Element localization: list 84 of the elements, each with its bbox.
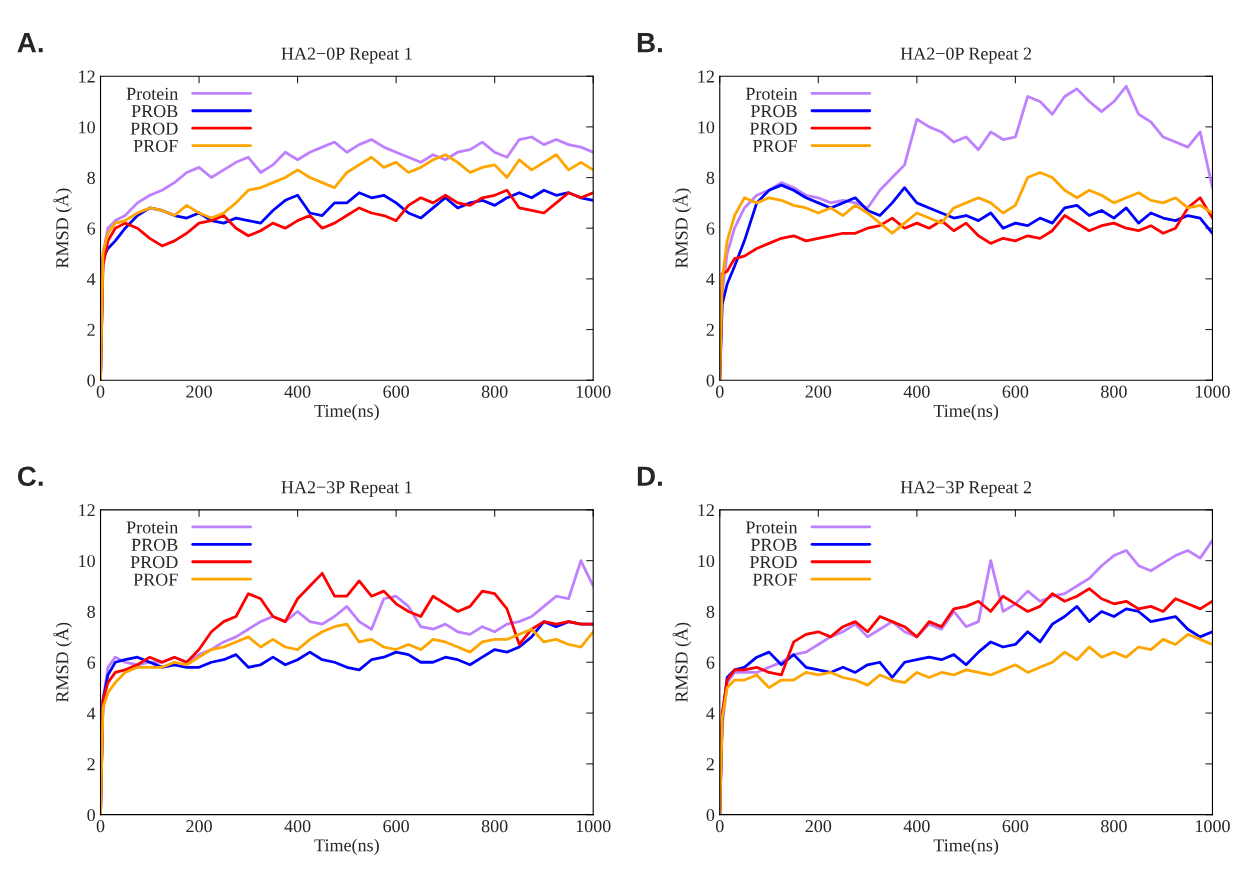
legend-label: Protein <box>126 87 179 100</box>
y-tick-label: 6 <box>87 222 96 235</box>
x-tick-label: 200 <box>186 820 212 833</box>
x-tick-label: 400 <box>903 820 930 833</box>
x-tick-label: 200 <box>805 820 832 833</box>
legend-label: PROB <box>131 105 178 118</box>
legend-label: PROB <box>750 105 797 118</box>
y-tick-label: 8 <box>87 171 95 184</box>
x-tick-label: 600 <box>383 820 409 833</box>
x-tick-label: 400 <box>284 820 311 833</box>
x-axis-title: Time(ns) <box>314 838 379 856</box>
x-tick-label: 0 <box>715 385 724 398</box>
legend-label: PROD <box>749 556 797 569</box>
y-tick-label: 10 <box>79 554 95 568</box>
y-tick-label: 2 <box>87 758 95 771</box>
text: C. <box>17 466 43 487</box>
y-tick-label: 0 <box>87 374 95 387</box>
x-axis-title: Time(ns) <box>314 404 379 421</box>
x-tick-label: 800 <box>1101 385 1127 398</box>
text: D. <box>637 466 662 486</box>
chart-title: HA2−3P Repeat 1 <box>281 481 412 498</box>
y-tick-label: 8 <box>706 171 715 184</box>
x-axis-title: Time(ns) <box>933 838 999 856</box>
x-tick-label: 0 <box>715 820 724 833</box>
y-axis-title: RMSD (Å) <box>672 622 692 703</box>
legend-label: Protein <box>745 521 798 534</box>
y-tick-label: 12 <box>79 504 95 517</box>
x-tick-label: 0 <box>96 820 105 833</box>
x-tick-label: 1000 <box>1195 385 1230 398</box>
y-tick-label: 12 <box>79 70 95 83</box>
y-tick-label: 2 <box>87 323 95 336</box>
x-tick-label: 600 <box>383 385 409 398</box>
text: A. <box>17 33 43 53</box>
y-tick-label: 4 <box>86 273 96 286</box>
y-tick-label: 4 <box>706 707 715 720</box>
y-tick-label: 6 <box>706 656 715 669</box>
x-tick-label: 200 <box>186 385 212 398</box>
x-tick-label: 400 <box>903 385 930 398</box>
x-tick-label: 1000 <box>576 820 611 833</box>
legend-label: PROD <box>130 556 178 569</box>
y-axis-title: RMSD (Å) <box>53 622 73 703</box>
y-tick-label: 4 <box>86 707 96 720</box>
x-axis-title: Time(ns) <box>933 404 999 421</box>
chart-title: HA2−3P Repeat 2 <box>900 481 1032 498</box>
x-tick-label: 800 <box>1101 820 1127 833</box>
legend-label: Protein <box>126 521 179 534</box>
y-tick-label: 10 <box>698 554 715 568</box>
y-tick-label: 2 <box>706 323 714 336</box>
x-tick-label: 0 <box>96 385 105 398</box>
chart-title: HA2−0P Repeat 1 <box>281 47 412 64</box>
y-tick-label: 8 <box>706 605 715 618</box>
y-tick-label: 12 <box>698 504 714 517</box>
y-axis-title: RMSD (Å) <box>53 188 73 269</box>
legend-label: PROF <box>133 139 178 153</box>
legend-label: PROF <box>752 573 797 586</box>
y-tick-label: 0 <box>87 808 95 822</box>
y-tick-label: 6 <box>87 656 96 669</box>
x-tick-label: 1000 <box>1195 820 1230 833</box>
legend-label: PROD <box>130 122 178 135</box>
x-tick-label: 600 <box>1002 385 1029 398</box>
chart-title: HA2−0P Repeat 2 <box>900 47 1032 64</box>
y-tick-label: 8 <box>87 605 95 618</box>
legend-label: PROB <box>131 538 178 551</box>
y-tick-label: 10 <box>79 121 95 134</box>
y-tick-label: 0 <box>706 374 715 387</box>
x-tick-label: 800 <box>481 820 508 833</box>
x-tick-label: 800 <box>481 385 508 398</box>
legend-label: PROD <box>749 122 797 135</box>
x-tick-label: 200 <box>805 385 832 398</box>
y-tick-label: 0 <box>706 808 715 822</box>
y-tick-label: 10 <box>698 121 715 134</box>
x-tick-label: 1000 <box>576 385 611 398</box>
legend-label: Protein <box>745 87 798 100</box>
x-tick-label: 600 <box>1002 820 1029 833</box>
y-tick-label: 2 <box>706 758 714 771</box>
y-tick-label: 12 <box>698 70 714 83</box>
legend-label: PROB <box>750 538 797 551</box>
legend-label: PROF <box>133 573 178 586</box>
y-axis-title: RMSD (Å) <box>672 188 692 269</box>
y-tick-label: 6 <box>706 222 715 235</box>
text: B. <box>637 33 662 53</box>
x-tick-label: 400 <box>284 385 311 398</box>
y-tick-label: 4 <box>706 273 715 286</box>
legend-label: PROF <box>752 139 797 153</box>
